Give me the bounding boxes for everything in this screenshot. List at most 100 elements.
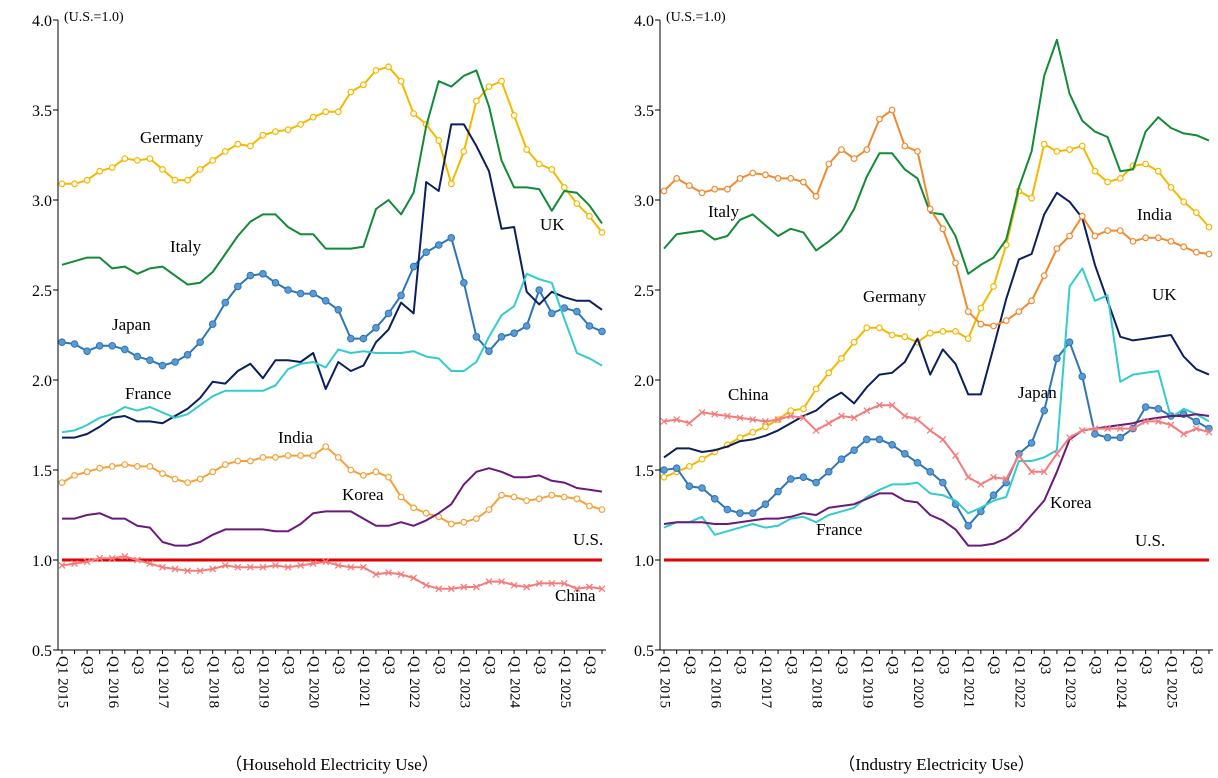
marker [1002,317,1010,325]
marker [698,408,706,416]
marker [1040,140,1048,148]
marker [901,412,909,420]
marker [196,567,204,575]
marker [685,482,694,491]
marker [171,475,179,483]
marker [573,200,581,208]
x-tick-label: Q1 2016 [707,656,723,709]
x-tick-label: Q3 [1087,656,1103,674]
x-tick-label: Q1 2023 [456,656,472,708]
marker [710,495,719,503]
marker [196,338,204,347]
marker [1078,142,1086,150]
x-tick-label: Q3 [381,656,397,674]
marker [221,561,229,569]
y-tick-label: 0.5 [634,643,654,660]
marker [297,120,305,128]
series-line [663,404,1210,486]
marker [334,561,342,569]
marker [58,338,66,347]
y-tick-label: 1.0 [634,553,654,570]
marker [146,463,154,470]
marker [863,146,871,154]
marker [372,468,380,476]
x-tick-label: Q3 [885,656,901,674]
series-label: India [278,428,313,447]
marker [1103,433,1112,442]
panel: 0.5 1.0 1.5 2.0 2.5 3.0 3.5 4.0 Q1 2015 Q3 Q1 2016… [32,10,606,774]
x-tick-label: Q3 [331,656,347,674]
marker [573,307,581,316]
x-tick-label: Q3 [733,656,749,674]
marker [309,289,317,298]
x-tick-label: Q1 2020 [306,656,322,708]
marker [297,452,305,460]
marker [171,176,179,184]
marker [322,443,330,451]
marker [309,560,317,568]
marker [385,473,392,481]
marker [560,493,568,501]
marker [485,506,493,514]
marker [409,262,418,271]
marker [1040,406,1049,415]
marker [560,183,568,191]
marker [1078,426,1086,434]
series-line [61,236,603,367]
marker [259,270,267,278]
marker [786,475,795,483]
marker [184,479,191,487]
x-tick-label: Q1 2025 [557,656,573,708]
series-line [663,143,1210,479]
marker [787,407,795,415]
marker [58,479,66,487]
marker [171,565,179,573]
marker [875,435,884,444]
x-tick-label: Q3 [482,656,498,674]
y-tick-label: 3.0 [634,193,654,210]
y-tick-label: 1.0 [32,553,52,570]
marker [1154,234,1162,242]
series-label: UK [1152,285,1177,304]
annotation: (U.S.=1.0) [666,10,726,25]
marker [926,426,934,434]
marker [334,454,342,461]
marker [473,97,480,105]
x-tick-label: Q3 [834,656,850,674]
x-tick-label: Q1 2015 [55,656,71,708]
marker [121,552,129,560]
marker [397,77,405,85]
marker [800,405,807,413]
marker [1180,198,1188,206]
marker [535,286,544,294]
marker [698,455,706,463]
marker [1091,167,1099,175]
marker [1078,212,1086,220]
marker [1205,250,1213,258]
marker [685,182,693,190]
marker [1104,227,1112,235]
marker [246,457,254,465]
marker [96,464,104,472]
marker [535,579,543,587]
marker [1129,425,1137,433]
marker [1091,425,1099,433]
marker [660,473,668,481]
marker [1028,468,1036,476]
marker [108,342,117,350]
y-tick-label: 0.5 [32,643,52,660]
marker [660,466,668,474]
marker [1091,430,1099,438]
marker [334,306,343,314]
y-tick-label: 2.0 [32,373,52,390]
marker [990,473,997,481]
marker [850,414,858,422]
marker [120,345,129,354]
marker [1002,475,1010,483]
marker [309,452,317,460]
marker [888,331,896,339]
y-tick-label: 1.5 [32,463,52,480]
marker [234,457,242,465]
marker [952,259,959,267]
